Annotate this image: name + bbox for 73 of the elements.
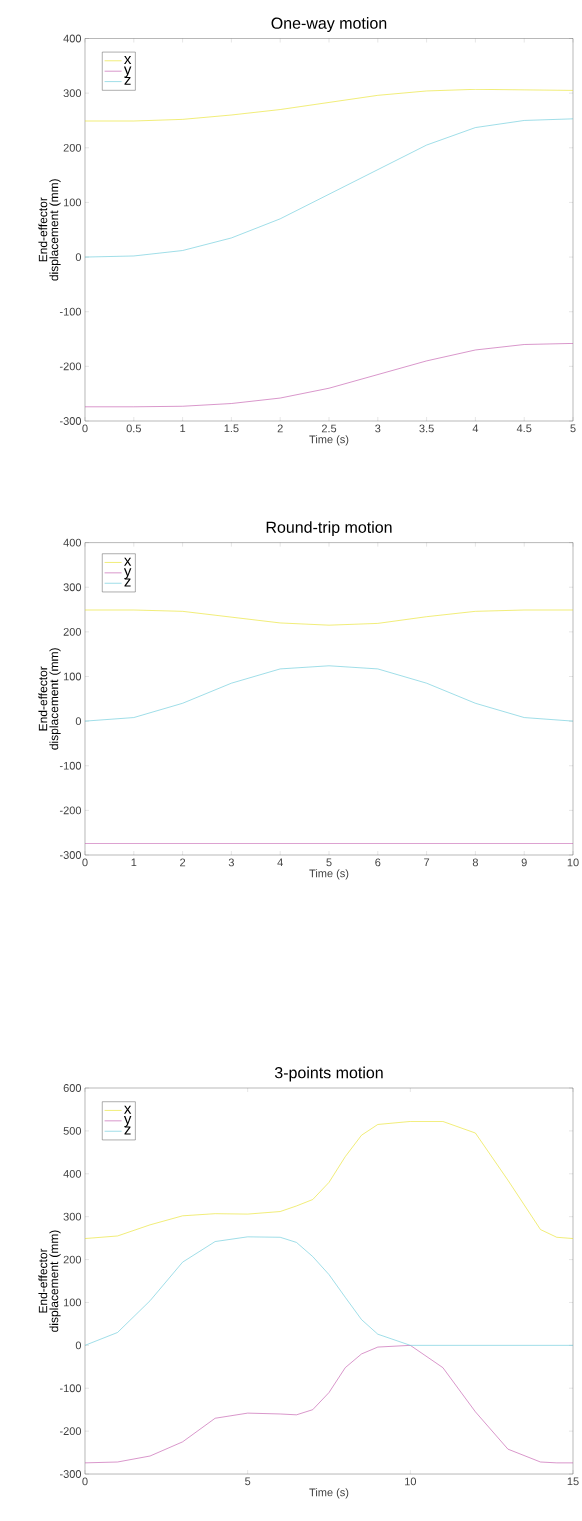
legend-label: y — [123, 66, 132, 78]
y-tick-label: -300 — [59, 417, 81, 425]
y-tick-label: 600 — [63, 1084, 81, 1092]
y-tick-label: -100 — [59, 1384, 81, 1393]
x-tick-label: 4.5 — [516, 424, 532, 433]
y-tick-label: 400 — [63, 1169, 81, 1178]
x-tick-label: 5 — [570, 424, 576, 433]
legend-label: z — [124, 578, 131, 587]
legend-label: y — [123, 568, 132, 580]
x-tick-label: 2 — [277, 424, 283, 433]
x-tick-label: 4 — [277, 858, 283, 867]
x-tick-label: 0 — [82, 424, 88, 433]
line-series — [84, 89, 573, 122]
line-series — [84, 1345, 573, 1464]
x-tick-label: 3.5 — [419, 424, 434, 433]
x-tick-label: 6 — [375, 858, 381, 867]
y-tick-label: -300 — [59, 1470, 81, 1478]
y-tick-label: 300 — [63, 583, 81, 592]
x-tick-label: 1.5 — [224, 424, 239, 433]
chart-title: Round-trip motion — [266, 521, 392, 537]
x-tick-label: 1 — [180, 424, 185, 433]
x-tick-label: 0 — [82, 1477, 88, 1486]
x-tick-label: 3 — [374, 424, 381, 433]
y-tick-label: 300 — [63, 1212, 81, 1221]
x-tick-label: 10 — [404, 1477, 416, 1486]
legend-label: x — [123, 1105, 132, 1114]
x-tick-label: 3 — [228, 858, 234, 867]
y-tick-label: 200 — [63, 1255, 81, 1264]
y-tick-label: 300 — [63, 89, 81, 98]
x-tick-label: 0 — [82, 858, 88, 867]
x-tick-label: 5 — [326, 858, 332, 867]
line-series — [84, 665, 573, 722]
x-tick-label: 10 — [567, 858, 579, 867]
y-tick-label: 0 — [75, 1341, 81, 1350]
y-tick-label: 100 — [63, 1298, 81, 1307]
x-axis-title: Time (s) — [309, 869, 349, 880]
x-tick-label: 7 — [423, 858, 429, 867]
y-tick-label: 400 — [63, 34, 81, 43]
legend-label: x — [123, 557, 132, 566]
y-tick-label: 0 — [75, 717, 81, 726]
y-tick-label: -200 — [59, 362, 81, 371]
y-tick-label: -200 — [59, 1427, 81, 1436]
y-tick-label: 400 — [63, 538, 81, 547]
legend-label: z — [124, 76, 131, 85]
x-tick-label: 8 — [472, 858, 478, 867]
x-tick-label: 4 — [472, 424, 478, 433]
x-tick-label: 2.5 — [321, 424, 336, 433]
y-tick-label: -100 — [59, 761, 81, 770]
y-tick-label: -100 — [59, 307, 81, 316]
y-tick-label: 0 — [75, 253, 81, 261]
x-axis-title: Time (s) — [309, 1488, 349, 1499]
y-tick-label: -300 — [59, 851, 81, 859]
legend-label: y — [123, 1116, 132, 1128]
chart-title: One-way motion — [271, 17, 386, 33]
y-axis-title: End-effector displacement (mm) — [38, 648, 61, 750]
y-tick-label: 200 — [63, 627, 81, 636]
y-tick-label: 500 — [63, 1127, 81, 1135]
x-tick-label: 2 — [179, 858, 185, 867]
legend-label: z — [124, 1126, 131, 1135]
y-tick-label: -200 — [59, 806, 81, 815]
y-tick-label: 100 — [63, 672, 81, 681]
y-axis-title: End-effector displacement (mm) — [38, 179, 61, 281]
x-tick-label: 9 — [521, 858, 527, 867]
chart-title: 3-points motion — [274, 1066, 383, 1082]
x-tick-label: 5 — [244, 1477, 251, 1486]
x-tick-label: 0.5 — [126, 424, 141, 433]
x-tick-label: 1 — [131, 858, 137, 867]
x-tick-label: 15 — [567, 1477, 579, 1486]
legend-label: x — [123, 56, 132, 65]
y-tick-label: 100 — [63, 198, 81, 207]
x-axis-title: Time (s) — [309, 435, 349, 446]
y-tick-label: 200 — [63, 143, 81, 152]
y-axis-title: End-effector displacement (mm) — [38, 1230, 61, 1332]
